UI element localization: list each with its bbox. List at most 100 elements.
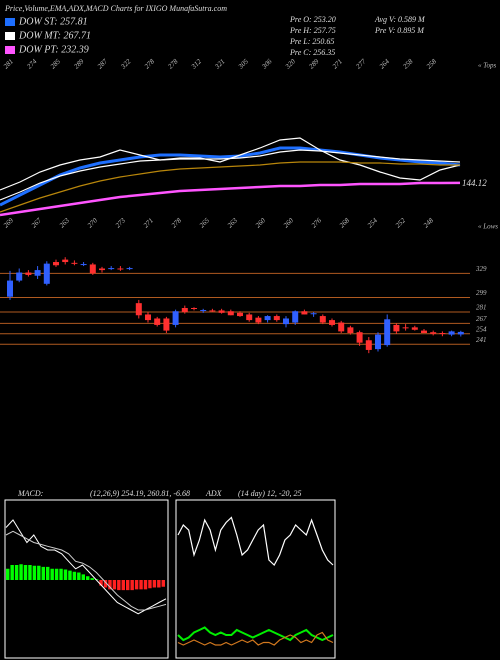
price-line (0, 137, 461, 191)
histogram-bar (6, 568, 10, 580)
candle-body (172, 311, 179, 325)
top-label: 312 (189, 57, 203, 71)
candle-body (329, 320, 335, 325)
legend-swatch (5, 46, 15, 54)
y-tick-label: 267 (476, 315, 487, 323)
low-label: 252 (394, 216, 407, 229)
candle-body (126, 268, 133, 270)
low-label: 248 (422, 216, 435, 229)
histogram-bar (139, 580, 143, 590)
top-label: 274 (25, 57, 38, 70)
candle-body (71, 262, 78, 264)
low-label: 263 (226, 216, 239, 229)
top-label: 320 (283, 57, 297, 71)
chart-title: Price,Volume,EMA,ADX,MACD Charts for IXI… (4, 4, 227, 13)
histogram-bar (130, 580, 134, 591)
candle-body (191, 308, 197, 309)
top-label: 287 (96, 57, 109, 70)
y-tick-label: 281 (476, 304, 487, 312)
low-label: 268 (338, 216, 351, 229)
y-tick-label: 299 (476, 289, 487, 297)
candle-body (200, 310, 207, 312)
histogram-bar (157, 580, 161, 588)
candle-body (292, 311, 299, 323)
macd-title: MACD: (17, 489, 44, 498)
histogram-bar (81, 574, 85, 580)
histogram-bar (37, 565, 41, 580)
histogram-bar (10, 565, 14, 580)
candle-body (402, 327, 409, 329)
candle-body (439, 333, 446, 334)
histogram-bar (50, 568, 54, 580)
macd-line (5, 530, 167, 611)
candle-body (430, 332, 437, 334)
candle-body (135, 303, 142, 316)
candle-body (62, 259, 69, 263)
candle-body (393, 324, 400, 332)
top-label: 306 (260, 57, 274, 71)
adx-line (177, 626, 334, 642)
candle-body (154, 318, 161, 325)
histogram-bar (63, 569, 68, 580)
candle-body (53, 262, 59, 266)
candle-body (319, 316, 326, 323)
top-label: 278 (166, 57, 179, 70)
candle-body (218, 310, 225, 313)
histogram-bar (152, 580, 157, 588)
candle-body (310, 313, 317, 315)
macd-panel (4, 499, 169, 659)
candle-body (237, 312, 243, 317)
low-label: 273 (114, 216, 127, 229)
low-label: 270 (86, 216, 99, 229)
legend-swatch (5, 32, 15, 40)
histogram-bar (77, 572, 81, 580)
low-label: 260 (254, 216, 267, 229)
adx-panel (175, 499, 336, 659)
top-label: 321 (213, 57, 227, 71)
histogram-bar (46, 566, 50, 580)
top-label: 264 (378, 57, 391, 70)
macd-line (5, 519, 167, 615)
top-label: 289 (72, 57, 85, 70)
y-tick-label: 241 (476, 336, 487, 344)
candle-body (283, 318, 289, 325)
candle-body (255, 317, 262, 323)
histogram-bar (59, 568, 63, 580)
histogram-bar (148, 580, 152, 589)
low-label: 267 (30, 216, 43, 229)
candle-body (246, 314, 253, 321)
candle-body (181, 308, 188, 313)
top-label: 322 (119, 57, 133, 71)
adx-subtitle: (14 day) 12, -20, 25 (238, 489, 302, 498)
candle-body (25, 272, 32, 275)
candle-body (338, 322, 345, 332)
top-label: 271 (331, 57, 344, 70)
price-line (0, 181, 461, 217)
histogram-bar (103, 580, 108, 588)
low-label: 269 (2, 216, 15, 229)
price-line (0, 161, 460, 213)
adx-title: ADX (205, 489, 223, 498)
candle-body (34, 270, 41, 276)
info-text: Pre L: 250.65 (289, 37, 334, 46)
candle-body (99, 268, 105, 271)
candle-body (365, 340, 372, 350)
info-text: Pre V: 0.895 M (374, 26, 425, 35)
histogram-bar (117, 580, 121, 591)
info-text: Pre H: 257.75 (289, 26, 336, 35)
low-label: 263 (58, 216, 71, 229)
candle-body (457, 331, 464, 335)
histogram-bar (126, 580, 130, 591)
candle-body (209, 310, 216, 312)
histogram-bar (86, 576, 90, 580)
candle-body (356, 332, 363, 343)
histogram-bar (134, 580, 139, 590)
legend-swatch (5, 18, 15, 26)
histogram-bar (41, 566, 45, 580)
y-tick-label: 329 (475, 265, 487, 273)
price-line (0, 146, 461, 207)
histogram-bar (161, 580, 165, 587)
candle-body (273, 316, 280, 321)
candle-body (264, 316, 271, 321)
